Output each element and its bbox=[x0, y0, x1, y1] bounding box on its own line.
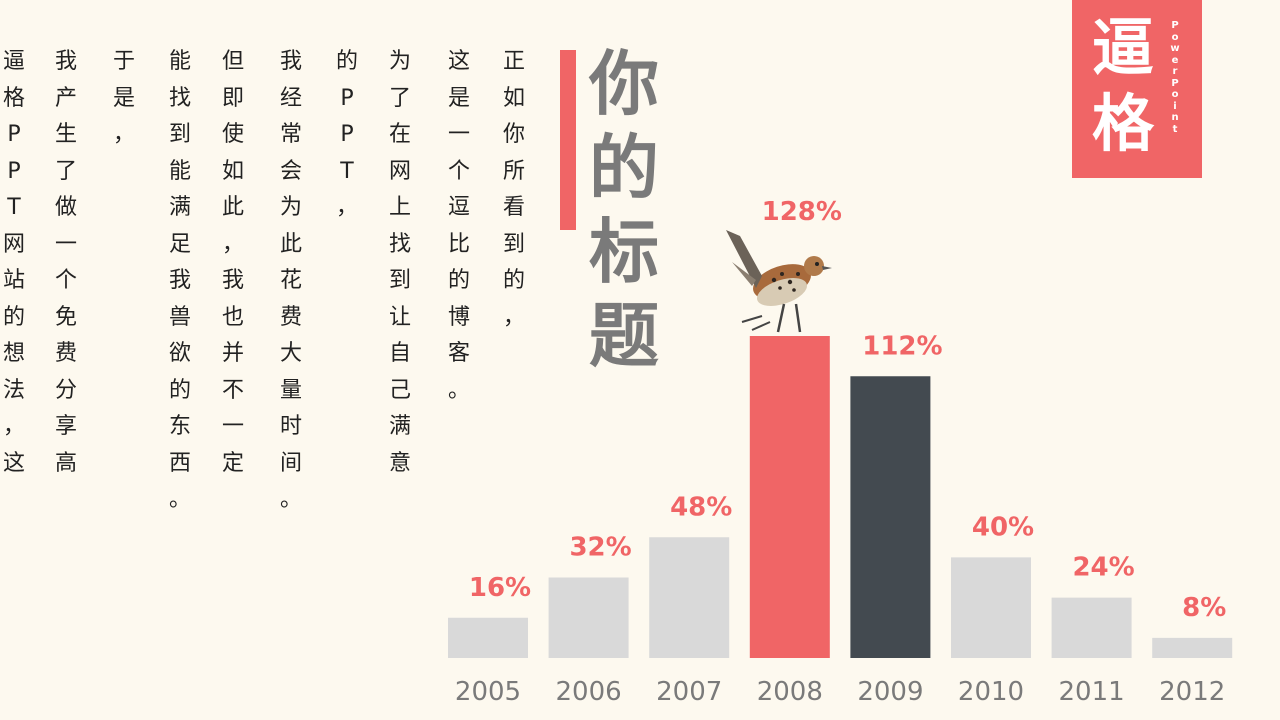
value-label-2011: 24% bbox=[1072, 553, 1134, 583]
value-label-2006: 32% bbox=[569, 533, 631, 563]
text-column: 为了在网上找到让自己满意 bbox=[388, 49, 411, 476]
x-tick-2008: 2008 bbox=[757, 677, 823, 707]
text-column: 逼格 P P T 网站的想法，这 bbox=[2, 49, 25, 476]
bar-2010 bbox=[951, 557, 1031, 658]
text-column: 我产生了做一个免费分享高 bbox=[54, 49, 77, 476]
x-tick-2009: 2009 bbox=[857, 677, 923, 707]
text-column: 正如你所看到的， bbox=[502, 49, 525, 330]
x-tick-2007: 2007 bbox=[656, 677, 722, 707]
x-tick-2012: 2012 bbox=[1159, 677, 1225, 707]
value-label-2008: 128% bbox=[762, 197, 842, 227]
x-tick-2010: 2010 bbox=[958, 677, 1024, 707]
bar-2006 bbox=[548, 577, 629, 658]
bar-2009 bbox=[850, 376, 931, 658]
page-title: 你的标题 bbox=[589, 43, 659, 377]
bar-2007 bbox=[649, 537, 730, 658]
text-column: 于是， bbox=[112, 49, 135, 147]
bar-2008 bbox=[749, 336, 830, 658]
value-label-2012: 8% bbox=[1182, 593, 1226, 623]
bar-2012 bbox=[1152, 637, 1233, 658]
value-label-2005: 16% bbox=[469, 573, 531, 603]
x-tick-2005: 2005 bbox=[455, 677, 521, 707]
text-column: 这是一个逗比的博客。 bbox=[447, 49, 470, 403]
value-label-2010: 40% bbox=[972, 512, 1034, 542]
x-tick-2011: 2011 bbox=[1059, 677, 1125, 707]
x-tick-2006: 2006 bbox=[556, 677, 622, 707]
bird-illustration bbox=[726, 230, 832, 333]
text-column: 我经常会为此花费大量时间。 bbox=[279, 49, 302, 512]
text-column: 的 P P T， bbox=[335, 49, 358, 220]
bar-2011 bbox=[1051, 597, 1132, 658]
text-column: 能找到能满足我兽欲的东西。 bbox=[168, 49, 191, 512]
value-label-2007: 48% bbox=[670, 492, 732, 522]
text-column: 但即使如此，我也并不一定 bbox=[221, 49, 244, 476]
value-label-2009: 112% bbox=[862, 331, 942, 361]
bar-2005 bbox=[448, 617, 528, 658]
logo-text: 逼格 bbox=[1091, 11, 1154, 160]
title-accent-bar bbox=[560, 50, 576, 230]
